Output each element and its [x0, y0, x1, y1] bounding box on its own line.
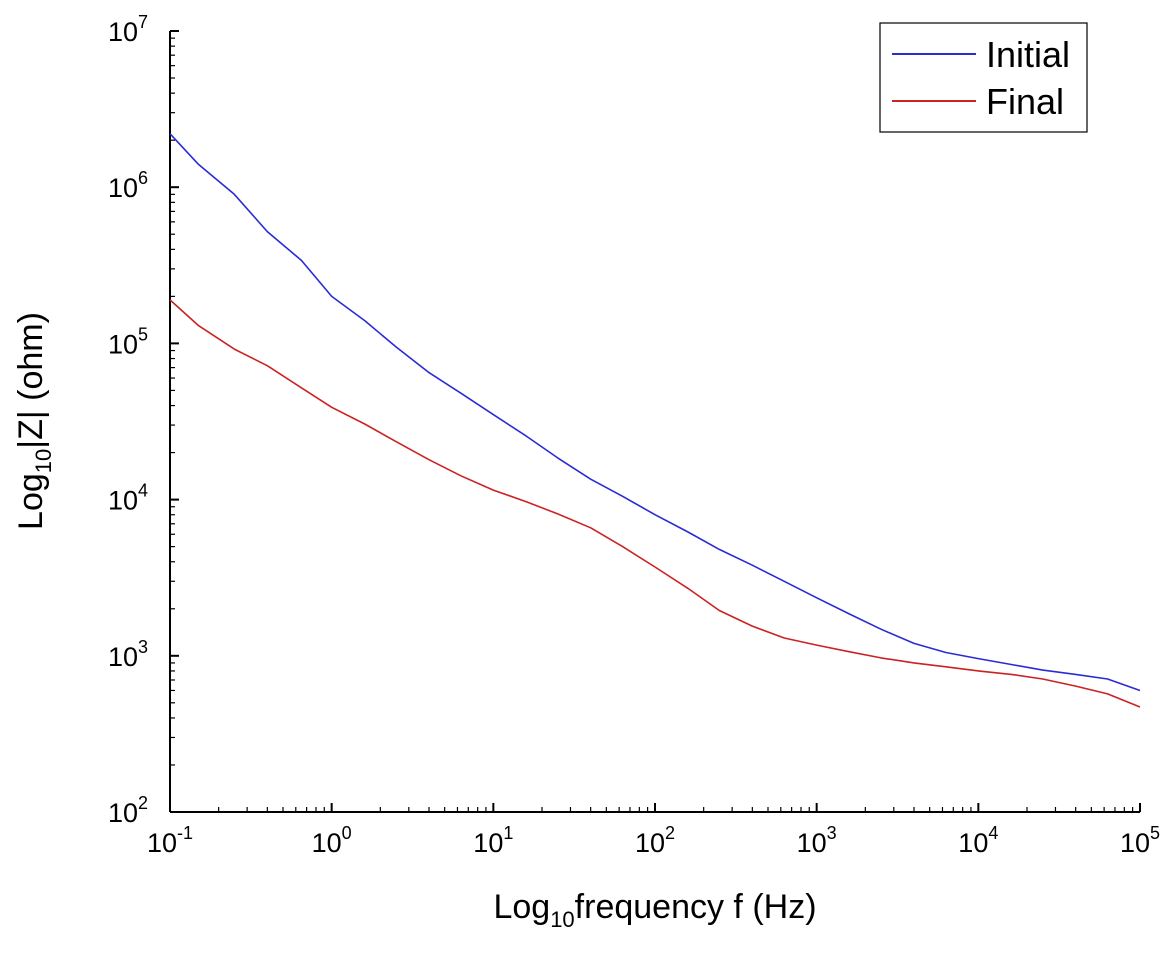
x-tick-label: 104 [958, 823, 998, 858]
x-tick-base: 10 [473, 828, 503, 858]
y-tick-label: 106 [108, 168, 148, 203]
y-tick-exponent: 5 [138, 324, 148, 344]
x-tick-exponent: 2 [665, 823, 675, 843]
y-tick-base: 10 [108, 173, 138, 203]
series-line-final [169, 299, 1141, 708]
y-tick-exponent: 7 [138, 12, 148, 32]
y-tick-base: 10 [108, 17, 138, 47]
legend: Initial Final [879, 22, 1088, 133]
axes [169, 31, 1140, 813]
y-tick-label: 104 [108, 481, 148, 516]
x-tick-exponent: -1 [177, 823, 193, 843]
x-tick-exponent: 3 [827, 823, 837, 843]
x-tick-base: 10 [1120, 828, 1150, 858]
x-tick-label: 105 [1120, 823, 1160, 858]
x-tick-base: 10 [312, 828, 342, 858]
y-tick-base: 10 [108, 798, 138, 828]
x-tick-exponent: 0 [342, 823, 352, 843]
x-tick-exponent: 1 [503, 823, 513, 843]
legend-label-initial: Initial [986, 34, 1070, 75]
x-tick-base: 10 [958, 828, 988, 858]
legend-label-final: Final [986, 81, 1064, 122]
x-tick-label: 103 [797, 823, 837, 858]
y-tick-label: 105 [108, 324, 148, 359]
y-tick-label: 103 [108, 637, 148, 672]
y-tick-exponent: 4 [138, 481, 148, 501]
x-tick-base: 10 [147, 828, 177, 858]
y-tick-exponent: 2 [138, 793, 148, 813]
y-tick-label: 107 [108, 12, 148, 47]
x-tick-exponent: 4 [988, 823, 998, 843]
x-tick-base: 10 [635, 828, 665, 858]
x-tick-label: 100 [312, 823, 352, 858]
y-tick-base: 10 [108, 486, 138, 516]
x-tick-label: 102 [635, 823, 675, 858]
series-line-initial [169, 133, 1141, 692]
y-tick-base: 10 [108, 642, 138, 672]
x-tick-label: 101 [473, 823, 513, 858]
y-tick-exponent: 6 [138, 168, 148, 188]
x-tick-exponent: 5 [1150, 823, 1160, 843]
y-tick-exponent: 3 [138, 637, 148, 657]
y-axis-title: Log10|Z| (ohm) [12, 312, 56, 530]
x-tick-base: 10 [797, 828, 827, 858]
x-tick-label: 10-1 [147, 823, 193, 858]
legend-box [879, 22, 1088, 133]
series-layer [169, 133, 1141, 708]
y-tick-label: 102 [108, 793, 148, 828]
x-axis-title: Log10frequency f (Hz) [493, 888, 816, 932]
y-tick-base: 10 [108, 329, 138, 359]
